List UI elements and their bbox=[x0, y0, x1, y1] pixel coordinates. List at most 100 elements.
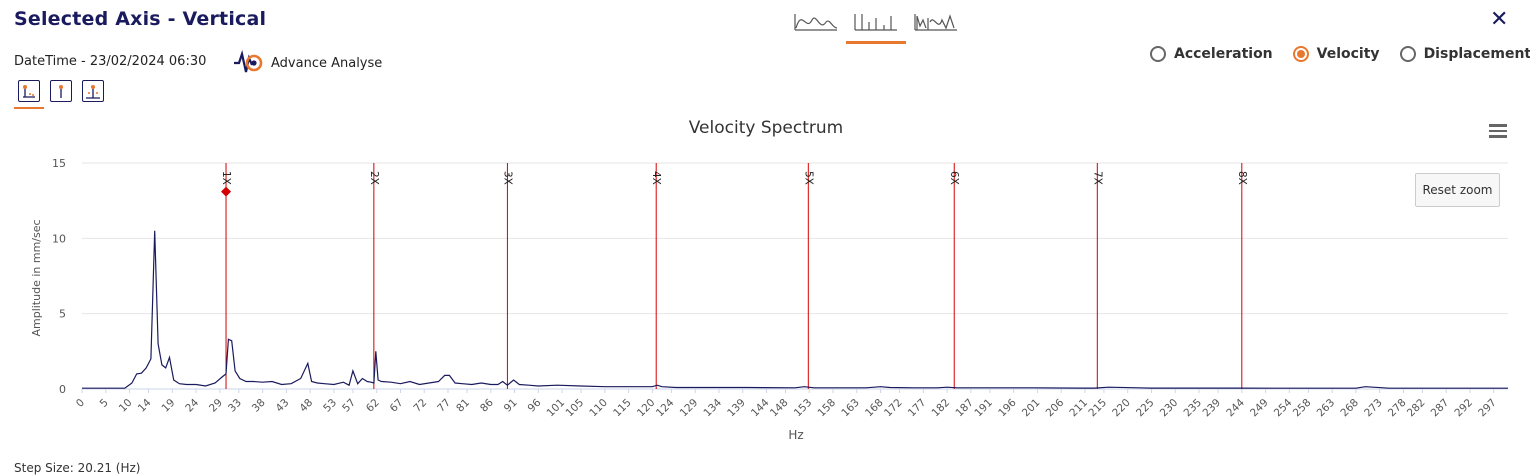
radio-displacement[interactable]: Displacement bbox=[1399, 46, 1530, 62]
radio-velocity-label: Velocity bbox=[1316, 46, 1380, 62]
sideband-cursor-icon[interactable] bbox=[82, 80, 104, 102]
spectrum-chart[interactable]: Velocity Spectrum Amplitude in mm/sec Hz… bbox=[0, 0, 1530, 460]
chart-title: Velocity Spectrum bbox=[689, 118, 843, 138]
x-tick-label: 48 bbox=[297, 397, 315, 415]
x-tick-label: 120 bbox=[635, 397, 658, 420]
datetime-label: DateTime - 23/02/2024 06:30 bbox=[14, 54, 207, 69]
x-tick-label: 268 bbox=[1338, 397, 1361, 420]
radio-velocity-circle[interactable] bbox=[1292, 46, 1309, 62]
x-tick-label: 134 bbox=[701, 396, 724, 419]
advance-analyse-link[interactable]: Advance Analyse bbox=[233, 50, 382, 76]
y-tick-label: 0 bbox=[59, 383, 66, 396]
y-tick-label: 5 bbox=[59, 308, 66, 321]
view-tabs bbox=[790, 10, 962, 44]
combined-view-icon[interactable] bbox=[910, 10, 962, 44]
radio-acceleration[interactable]: Acceleration bbox=[1150, 46, 1273, 62]
x-tick-label: 43 bbox=[274, 397, 292, 415]
x-tick-label: 206 bbox=[1044, 396, 1067, 419]
harmonic-label-6x: 6X bbox=[948, 171, 960, 185]
y-tick-label: 15 bbox=[52, 157, 66, 170]
x-tick-label: 72 bbox=[411, 397, 429, 415]
x-tick-label: 220 bbox=[1110, 397, 1133, 420]
x-tick-label: 101 bbox=[545, 397, 568, 420]
x-tick-label: 230 bbox=[1158, 397, 1181, 420]
cursor-tools bbox=[14, 80, 104, 109]
x-tick-label: 29 bbox=[207, 397, 225, 415]
harmonic-label-8x: 8X bbox=[1236, 171, 1248, 185]
harmonic-label-2x: 2X bbox=[368, 171, 380, 185]
x-tick-label: 0 bbox=[74, 397, 87, 410]
x-tick-label: 235 bbox=[1181, 397, 1204, 420]
x-tick-label: 278 bbox=[1386, 397, 1409, 420]
x-tick-label: 148 bbox=[768, 397, 791, 420]
x-tick-label: 282 bbox=[1405, 397, 1428, 420]
x-tick-label: 24 bbox=[183, 396, 201, 414]
x-tick-label: 124 bbox=[654, 396, 677, 419]
radio-velocity[interactable]: Velocity bbox=[1292, 46, 1380, 62]
x-tick-label: 86 bbox=[478, 396, 496, 414]
x-tick-label: 168 bbox=[863, 397, 886, 420]
harmonic-label-3x: 3X bbox=[501, 171, 513, 185]
page-title: Selected Axis - Vertical bbox=[14, 8, 267, 30]
x-axis-label: Hz bbox=[788, 428, 803, 442]
step-size-label: Step Size: 20.21 (Hz) bbox=[14, 461, 141, 475]
radio-acceleration-circle[interactable] bbox=[1150, 46, 1166, 62]
radio-acceleration-label: Acceleration bbox=[1174, 46, 1273, 62]
x-tick-label: 91 bbox=[502, 397, 520, 415]
x-tick-label: 53 bbox=[321, 397, 339, 415]
harmonic-label-5x: 5X bbox=[802, 171, 814, 185]
x-tick-label: 273 bbox=[1362, 397, 1385, 420]
measure-selector: Acceleration Velocity Displacement bbox=[1150, 46, 1530, 62]
harmonic-label-1x: 1X bbox=[220, 171, 232, 185]
x-tick-label: 115 bbox=[611, 397, 634, 420]
x-tick-label: 19 bbox=[159, 397, 177, 415]
waveform-view-icon[interactable] bbox=[790, 10, 842, 44]
x-tick-label: 144 bbox=[749, 396, 772, 419]
x-tick-label: 287 bbox=[1429, 397, 1452, 420]
radio-displacement-circle[interactable] bbox=[1399, 46, 1416, 62]
harmonic-cursor-icon[interactable] bbox=[14, 80, 44, 109]
chart-menu-icon[interactable] bbox=[1489, 124, 1507, 140]
advance-analyse-icon bbox=[234, 50, 263, 73]
x-tick-label: 105 bbox=[564, 397, 587, 420]
y-tick-label: 10 bbox=[52, 232, 66, 245]
x-tick-label: 211 bbox=[1067, 397, 1090, 420]
x-tick-label: 158 bbox=[815, 397, 838, 420]
x-tick-label: 244 bbox=[1224, 396, 1247, 419]
x-tick-label: 96 bbox=[525, 396, 543, 414]
selected-point-marker[interactable] bbox=[221, 186, 232, 197]
x-tick-label: 196 bbox=[996, 396, 1019, 419]
x-tick-label: 67 bbox=[388, 397, 406, 415]
harmonic-label-4x: 4X bbox=[650, 171, 662, 185]
x-tick-label: 81 bbox=[454, 397, 472, 415]
x-tick-label: 163 bbox=[839, 397, 862, 420]
x-tick-label: 153 bbox=[792, 397, 815, 420]
x-tick-label: 177 bbox=[906, 397, 929, 420]
x-tick-label: 57 bbox=[340, 397, 358, 415]
spectrum-view-icon[interactable] bbox=[846, 10, 906, 44]
x-tick-label: 239 bbox=[1201, 397, 1224, 420]
x-tick-label: 38 bbox=[250, 397, 268, 415]
x-tick-label: 139 bbox=[725, 397, 748, 420]
single-cursor-icon[interactable] bbox=[50, 80, 72, 102]
x-tick-label: 215 bbox=[1086, 397, 1109, 420]
x-tick-label: 182 bbox=[930, 397, 953, 420]
close-icon[interactable]: ✕ bbox=[1490, 7, 1509, 32]
harmonic-label-7x: 7X bbox=[1091, 171, 1103, 185]
x-tick-label: 33 bbox=[226, 397, 244, 415]
advance-analyse-label: Advance Analyse bbox=[271, 55, 383, 71]
x-tick-label: 5 bbox=[98, 397, 111, 410]
velocity-series-line bbox=[82, 230, 1508, 389]
x-tick-label: 187 bbox=[953, 397, 976, 420]
radio-displacement-label: Displacement bbox=[1423, 46, 1530, 62]
x-tick-label: 292 bbox=[1452, 397, 1475, 420]
x-tick-label: 263 bbox=[1315, 397, 1338, 420]
reset-zoom-button[interactable]: Reset zoom bbox=[1415, 173, 1500, 207]
x-tick-label: 110 bbox=[587, 397, 610, 420]
x-tick-label: 297 bbox=[1476, 397, 1499, 420]
x-tick-label: 77 bbox=[435, 397, 453, 415]
x-tick-label: 62 bbox=[364, 397, 382, 415]
x-tick-label: 191 bbox=[972, 397, 995, 420]
x-tick-label: 172 bbox=[882, 397, 905, 420]
x-tick-label: 254 bbox=[1272, 396, 1295, 419]
